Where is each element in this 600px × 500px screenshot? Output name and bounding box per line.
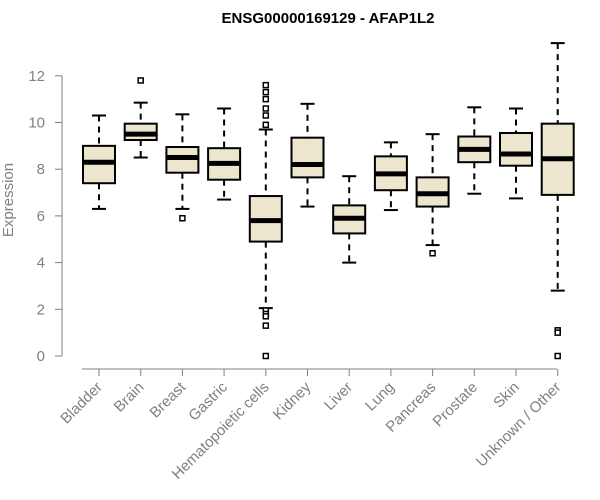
x-tick-label: Lung bbox=[362, 379, 398, 415]
box-group bbox=[457, 106, 492, 195]
x-tick-label: Liver bbox=[321, 379, 356, 414]
x-tick-label: Brain bbox=[111, 379, 148, 416]
x-tick-label: Skin bbox=[490, 379, 523, 412]
outlier-point bbox=[262, 95, 270, 103]
outlier-point bbox=[179, 214, 186, 222]
box-group bbox=[290, 102, 325, 208]
y-tick-label: 2 bbox=[37, 301, 45, 318]
x-tick-label: Bladder bbox=[57, 379, 106, 428]
x-tick-label: Breast bbox=[147, 378, 190, 421]
box bbox=[499, 132, 533, 167]
box-group bbox=[373, 141, 408, 212]
box-group bbox=[123, 77, 158, 159]
outlier-point bbox=[262, 88, 270, 96]
box-group bbox=[415, 133, 450, 257]
outlier-point bbox=[554, 329, 561, 336]
box-group bbox=[540, 42, 575, 360]
outlier-point bbox=[262, 313, 270, 320]
y-tick-label: 0 bbox=[37, 348, 45, 365]
box-group bbox=[82, 114, 116, 210]
outlier-point bbox=[262, 322, 270, 329]
box-group bbox=[165, 113, 200, 222]
box bbox=[290, 136, 325, 179]
y-tick-label: 6 bbox=[37, 208, 45, 225]
x-tick-label: Prostate bbox=[430, 379, 482, 431]
outlier-point bbox=[262, 81, 270, 89]
box-group bbox=[248, 81, 283, 360]
outlier-point bbox=[262, 352, 270, 360]
y-tick-label: 12 bbox=[28, 68, 45, 85]
y-axis-label: Expression bbox=[0, 163, 17, 237]
outlier-point bbox=[429, 250, 436, 257]
boxes bbox=[82, 42, 575, 360]
y-tick-label: 8 bbox=[37, 161, 45, 178]
outlier-point bbox=[137, 77, 144, 84]
box-group bbox=[499, 107, 533, 200]
outlier-point bbox=[262, 105, 270, 112]
chart-title: ENSG00000169129 - AFAP1L2 bbox=[222, 10, 435, 27]
outlier-point bbox=[262, 121, 270, 129]
y-tick-label: 4 bbox=[37, 255, 45, 272]
y-axis-ticks: 0 2 4 6 8 10 12 bbox=[28, 68, 62, 365]
box-group bbox=[332, 175, 367, 264]
box-group bbox=[207, 107, 242, 201]
outlier-point bbox=[262, 112, 270, 119]
outlier-point bbox=[554, 352, 561, 360]
y-tick-label: 10 bbox=[28, 115, 45, 132]
x-tick-label: Kidney bbox=[270, 378, 315, 423]
